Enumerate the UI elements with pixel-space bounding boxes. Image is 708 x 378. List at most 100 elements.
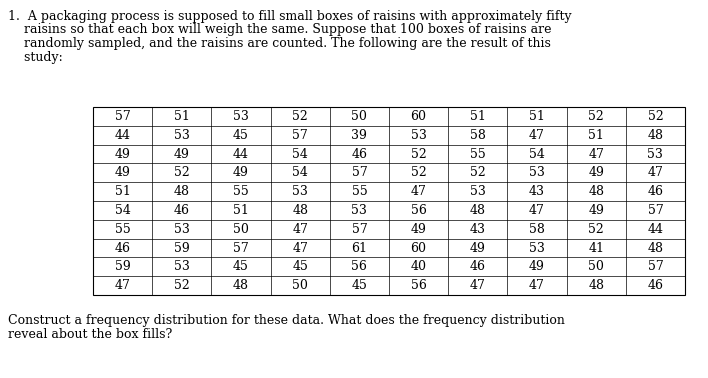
Text: 50: 50 <box>351 110 367 123</box>
Text: 53: 53 <box>174 260 190 273</box>
Text: 54: 54 <box>529 147 545 161</box>
Text: 49: 49 <box>588 204 604 217</box>
Text: 51: 51 <box>115 185 130 198</box>
Text: 59: 59 <box>174 242 190 254</box>
Text: 61: 61 <box>351 242 367 254</box>
Text: 53: 53 <box>292 185 308 198</box>
Text: 46: 46 <box>173 204 190 217</box>
Text: 53: 53 <box>647 147 663 161</box>
Text: 52: 52 <box>588 223 604 236</box>
Text: 48: 48 <box>647 242 663 254</box>
Text: reveal about the box fills?: reveal about the box fills? <box>8 327 172 341</box>
Text: 45: 45 <box>233 260 249 273</box>
Text: 53: 53 <box>470 185 486 198</box>
Text: 50: 50 <box>233 223 249 236</box>
Text: 49: 49 <box>233 166 249 179</box>
Text: 52: 52 <box>292 110 308 123</box>
Text: 60: 60 <box>411 242 427 254</box>
Text: 39: 39 <box>351 129 367 142</box>
Text: 44: 44 <box>115 129 130 142</box>
Text: 53: 53 <box>529 166 545 179</box>
Text: 47: 47 <box>529 279 545 292</box>
Text: 56: 56 <box>411 204 426 217</box>
Text: 47: 47 <box>411 185 426 198</box>
Bar <box>93 107 685 295</box>
Text: 57: 57 <box>115 110 130 123</box>
Text: 52: 52 <box>411 166 426 179</box>
Text: 51: 51 <box>529 110 545 123</box>
Text: Construct a frequency distribution for these data. What does the frequency distr: Construct a frequency distribution for t… <box>8 314 565 327</box>
Text: 49: 49 <box>115 166 130 179</box>
Text: 51: 51 <box>174 110 190 123</box>
Text: 45: 45 <box>292 260 308 273</box>
Text: 52: 52 <box>588 110 604 123</box>
Text: 58: 58 <box>470 129 486 142</box>
Text: 1.  A packaging process is supposed to fill small boxes of raisins with approxim: 1. A packaging process is supposed to fi… <box>8 10 571 23</box>
Text: 53: 53 <box>174 129 190 142</box>
Text: 57: 57 <box>352 166 367 179</box>
Text: 57: 57 <box>648 204 663 217</box>
Text: 57: 57 <box>233 242 249 254</box>
Text: 49: 49 <box>411 223 426 236</box>
Text: 54: 54 <box>292 166 308 179</box>
Text: 45: 45 <box>351 279 367 292</box>
Text: 49: 49 <box>588 166 604 179</box>
Text: 48: 48 <box>173 185 190 198</box>
Text: 54: 54 <box>292 147 308 161</box>
Text: 53: 53 <box>233 110 249 123</box>
Text: 53: 53 <box>351 204 367 217</box>
Text: 52: 52 <box>411 147 426 161</box>
Text: 48: 48 <box>470 204 486 217</box>
Text: 40: 40 <box>411 260 427 273</box>
Text: 51: 51 <box>470 110 486 123</box>
Text: 55: 55 <box>470 147 486 161</box>
Text: 49: 49 <box>174 147 190 161</box>
Text: 52: 52 <box>470 166 486 179</box>
Text: 50: 50 <box>292 279 308 292</box>
Text: 52: 52 <box>174 166 190 179</box>
Text: 50: 50 <box>588 260 604 273</box>
Text: 49: 49 <box>115 147 130 161</box>
Text: 60: 60 <box>411 110 427 123</box>
Text: 56: 56 <box>351 260 367 273</box>
Text: 48: 48 <box>292 204 308 217</box>
Text: 51: 51 <box>588 129 604 142</box>
Text: 48: 48 <box>588 279 604 292</box>
Text: 47: 47 <box>292 242 308 254</box>
Text: 59: 59 <box>115 260 130 273</box>
Text: 47: 47 <box>115 279 130 292</box>
Text: 46: 46 <box>351 147 367 161</box>
Text: 52: 52 <box>648 110 663 123</box>
Text: 52: 52 <box>174 279 190 292</box>
Text: study:: study: <box>8 51 63 64</box>
Text: 49: 49 <box>470 242 486 254</box>
Text: 49: 49 <box>529 260 545 273</box>
Text: randomly sampled, and the raisins are counted. The following are the result of t: randomly sampled, and the raisins are co… <box>8 37 551 50</box>
Text: 47: 47 <box>529 129 545 142</box>
Text: 46: 46 <box>115 242 130 254</box>
Text: 46: 46 <box>647 185 663 198</box>
Text: 55: 55 <box>352 185 367 198</box>
Text: 44: 44 <box>647 223 663 236</box>
Text: 53: 53 <box>174 223 190 236</box>
Text: 55: 55 <box>115 223 130 236</box>
Text: 57: 57 <box>292 129 308 142</box>
Text: 44: 44 <box>233 147 249 161</box>
Text: 41: 41 <box>588 242 604 254</box>
Text: 55: 55 <box>233 185 249 198</box>
Text: 47: 47 <box>588 147 604 161</box>
Text: 48: 48 <box>647 129 663 142</box>
Text: 58: 58 <box>529 223 545 236</box>
Text: 48: 48 <box>233 279 249 292</box>
Text: 47: 47 <box>470 279 486 292</box>
Text: 57: 57 <box>648 260 663 273</box>
Text: 53: 53 <box>529 242 545 254</box>
Text: 43: 43 <box>529 185 545 198</box>
Text: 47: 47 <box>529 204 545 217</box>
Text: 57: 57 <box>352 223 367 236</box>
Text: 47: 47 <box>292 223 308 236</box>
Text: 48: 48 <box>588 185 604 198</box>
Text: 53: 53 <box>411 129 426 142</box>
Text: 43: 43 <box>470 223 486 236</box>
Text: 45: 45 <box>233 129 249 142</box>
